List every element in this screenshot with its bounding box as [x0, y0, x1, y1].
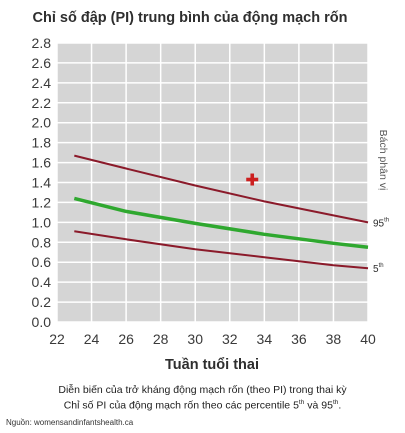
caption-line-1: Diễn biến của trở kháng động mạch rốn (t… [58, 384, 347, 396]
x-tick-labels: 22 24 26 28 30 32 34 36 38 40 [49, 331, 376, 347]
y-tick-label: 2.8 [32, 35, 52, 51]
right-axis-label: Bách phân vị [377, 130, 389, 191]
y-tick-label: 2.4 [32, 75, 52, 91]
y-tick-label: 0.6 [32, 254, 52, 270]
caption-line-2: Chỉ số PI của động mạch rốn theo các per… [63, 399, 342, 412]
pi-chart: Chỉ số đập (PI) trung bình của động mạch… [32, 10, 390, 373]
x-tick-label: 40 [360, 331, 376, 347]
y-tick-label: 0.2 [32, 294, 52, 310]
y-tick-label: 0.0 [32, 314, 52, 330]
x-axis-label: Tuần tuổi thai [165, 357, 259, 373]
y-tick-label: 1.6 [32, 155, 52, 171]
x-tick-label: 32 [222, 331, 238, 347]
y-tick-label: 1.4 [32, 175, 52, 191]
label-5th: 5th [373, 263, 384, 275]
series-line-5th [74, 230, 369, 270]
y-tick-label: 1.8 [32, 135, 52, 151]
grid [56, 42, 369, 323]
y-tick-label: 1.0 [32, 214, 52, 230]
y-tick-labels: 0.0 0.2 0.4 0.6 0.8 1.0 1.2 1.4 1.6 1.8 2.0 2.2 2.4 2… [32, 35, 52, 330]
x-tick-label: 26 [118, 331, 134, 347]
x-tick-label: 30 [187, 331, 203, 347]
y-tick-label: 2.2 [32, 95, 52, 111]
source-note: Nguồn: womensandinfantshealth.ca [6, 418, 134, 427]
x-tick-label: 36 [291, 331, 307, 347]
x-tick-label: 24 [84, 331, 100, 347]
y-tick-label: 1.2 [32, 194, 52, 210]
x-tick-label: 34 [257, 331, 273, 347]
y-tick-label: 0.4 [32, 274, 52, 290]
x-tick-label: 22 [49, 331, 65, 347]
chart-title: Chỉ số đập (PI) trung bình của động mạch… [33, 10, 348, 26]
y-tick-label: 2.0 [32, 115, 52, 131]
x-tick-label: 38 [326, 331, 342, 347]
label-95th: 95th [373, 217, 389, 229]
plus-marker-v [250, 173, 255, 186]
series-line-median [73, 196, 369, 250]
y-tick-label: 2.6 [32, 55, 52, 71]
series-line-95th [74, 154, 369, 224]
y-tick-label: 0.8 [32, 234, 52, 250]
x-tick-label: 28 [153, 331, 169, 347]
plus-marker [246, 173, 259, 186]
series-lines [73, 154, 369, 270]
